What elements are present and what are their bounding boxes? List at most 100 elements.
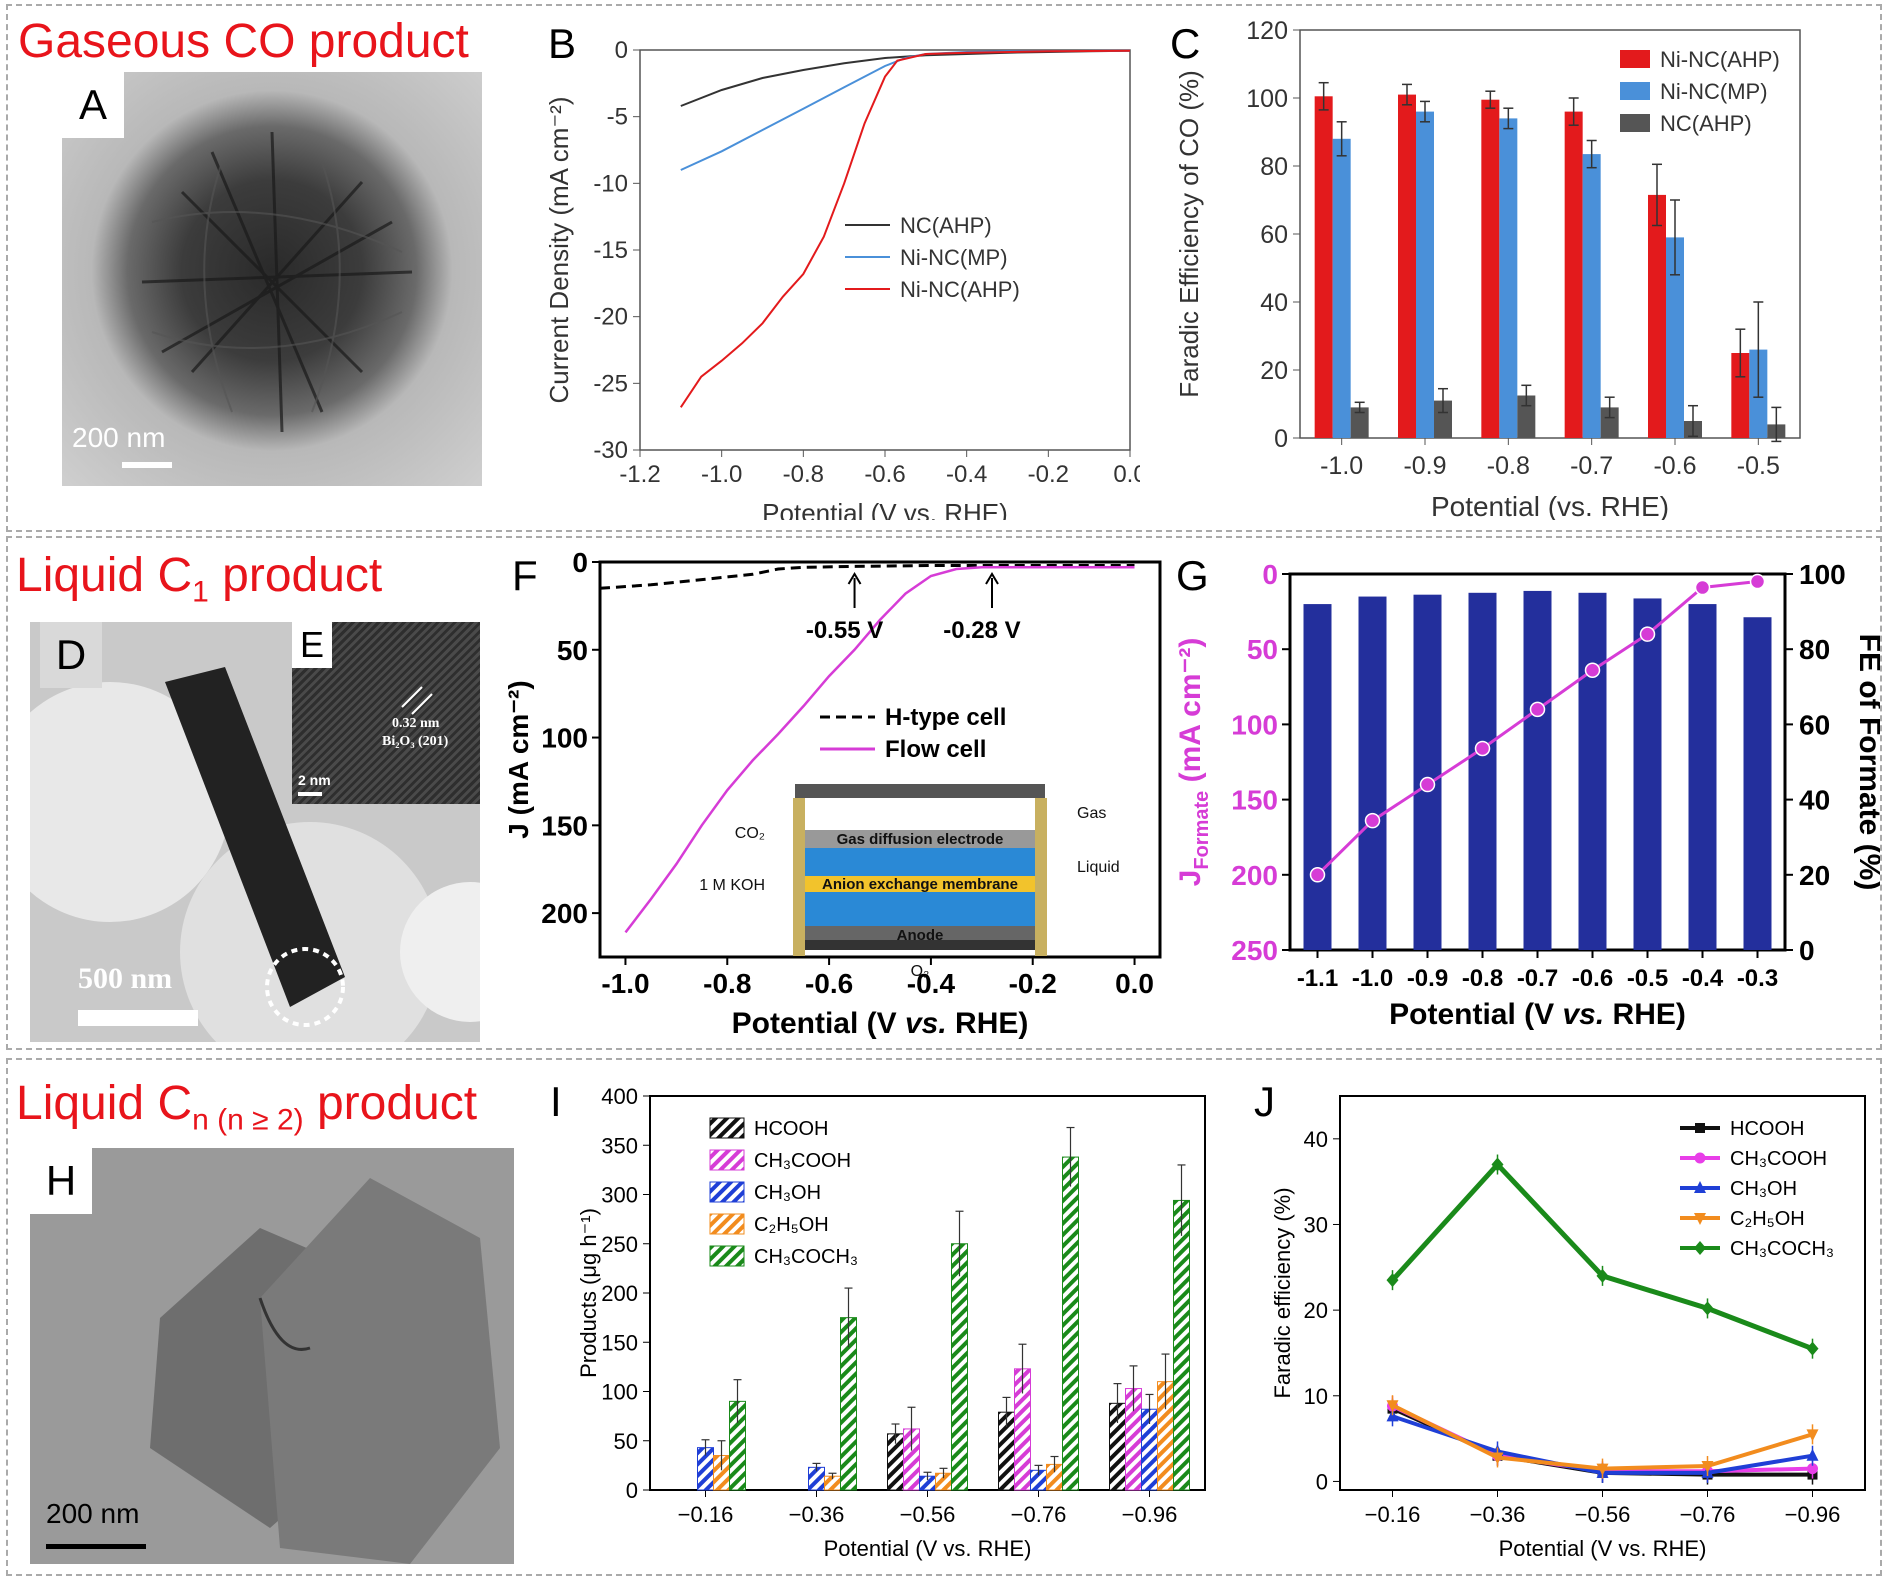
x-tick-label: -0.5 <box>1737 452 1780 480</box>
panel-letter-g: G <box>1176 552 1209 599</box>
formate-current-point <box>1364 812 1381 829</box>
bar <box>1303 604 1332 950</box>
right-y-tick-label: 60 <box>1799 709 1830 740</box>
x-axis-label: Potential (V vs. RHE) <box>1499 1536 1707 1561</box>
legend-label: CH₃OH <box>754 1182 821 1204</box>
inset-label-koh: 1 M KOH <box>699 877 765 894</box>
legend-label: CH₃COOH <box>754 1150 851 1172</box>
bar <box>1358 596 1387 950</box>
scale-bar-h <box>46 1544 146 1549</box>
left-y-tick-label: 100 <box>1231 709 1278 740</box>
x-tick-label: -1.0 <box>601 968 649 999</box>
y-tick-label: 150 <box>541 810 588 841</box>
legend-marker <box>1694 1213 1706 1225</box>
y-tick-label: 40 <box>1304 1127 1328 1152</box>
x-tick-label: -0.2 <box>1009 968 1057 999</box>
annotation-label: -0.28 V <box>943 617 1020 644</box>
y-tick-label: 10 <box>1304 1384 1328 1409</box>
inset-label-anode: Anode <box>897 927 944 944</box>
x-tick-label: -0.8 <box>1487 452 1530 480</box>
y-tick-label: -25 <box>593 370 628 397</box>
formate-current-point <box>1639 626 1656 642</box>
chart-i: 0 50 100 150 200 250 300 350 400 −0.16 −0.36 −0.56 −… <box>576 1084 1206 1561</box>
row-gaseous-frame <box>6 4 1882 532</box>
bar <box>1332 138 1351 439</box>
bar <box>1648 194 1666 438</box>
y-tick-label: 40 <box>1260 289 1288 317</box>
bar <box>1564 111 1583 438</box>
right-y-tick-label: 0 <box>1799 935 1815 966</box>
legend-label: Ni-NC(AHP) <box>900 277 1020 302</box>
plot-frame <box>598 560 1162 959</box>
right-y-tick-label: 100 <box>1799 559 1846 590</box>
micrograph-h: H 200 nm <box>30 1148 514 1564</box>
bar <box>1468 592 1497 950</box>
x-tick-label: -0.5 <box>1627 965 1668 992</box>
x-tick-label: -1.0 <box>1320 452 1363 480</box>
x-tick-label: −0.76 <box>1680 1502 1736 1527</box>
x-tick-label: −0.36 <box>1470 1502 1526 1527</box>
series-line-1 <box>624 566 1135 934</box>
annotation-label: -0.55 V <box>806 617 883 644</box>
bar <box>1578 592 1607 950</box>
x-tick-label: −0.96 <box>1785 1502 1841 1527</box>
left-y-axis-label-sub: Formate <box>1191 791 1213 870</box>
formate-current-point <box>1529 701 1546 718</box>
y-tick-label: -5 <box>607 104 628 131</box>
x-axis-label: Potential (V vs. RHE) <box>1389 998 1686 1031</box>
inset-label-liquid: Liquid <box>1077 859 1120 876</box>
inset-anode-chamber <box>805 892 1035 926</box>
bar <box>1350 407 1369 438</box>
chart-b: -1.2 -1.0 -0.8 -0.6 -0.4 -0.2 0.0 0 -5 -10 -15 -20 -… <box>544 37 1140 520</box>
formate-current-point <box>1474 740 1491 757</box>
y-axis-label: Faradic Efficiency of CO (%) <box>1174 70 1204 398</box>
data-point <box>1596 1268 1609 1283</box>
inset-label-aem: Anion exchange membrane <box>822 876 1018 893</box>
scale-bar-a <box>122 462 172 468</box>
left-y-tick-label: 0 <box>1262 559 1278 590</box>
legend-label: Ni-NC(AHP) <box>1660 47 1780 72</box>
x-tick-label: -0.9 <box>1407 965 1448 992</box>
x-tick-label: -1.2 <box>619 461 660 488</box>
legend-label: CH₃COCH₃ <box>1730 1238 1834 1260</box>
bar <box>1173 1199 1190 1491</box>
bar <box>1666 237 1684 438</box>
row-title-liquid-c1-main: Liquid C <box>16 549 193 602</box>
x-tick-label: -0.6 <box>1653 452 1696 480</box>
y-tick-label: 250 <box>601 1232 638 1257</box>
y-tick-label: 50 <box>614 1429 638 1454</box>
left-y-tick-label: 50 <box>1247 634 1278 665</box>
x-tick-label: 0.0 <box>1113 461 1140 488</box>
row-title-gaseous: Gaseous CO product <box>18 15 469 68</box>
bar <box>1499 118 1518 439</box>
y-tick-label: -20 <box>593 304 628 331</box>
x-axis-label: Potential (V vs. RHE) <box>824 1536 1032 1561</box>
y-tick-label: 0 <box>615 37 628 64</box>
panel-letter-h: H <box>30 1148 92 1214</box>
x-tick-label: −0.16 <box>678 1502 734 1527</box>
left-y-tick-label: 250 <box>1231 935 1278 966</box>
row-title-liquid-cn-sub: n (n ≥ 2) <box>192 1103 304 1137</box>
x-axis-label-tail: RHE) <box>1604 998 1686 1031</box>
legend-label: NC(AHP) <box>900 213 992 238</box>
x-tick-label: -0.7 <box>1517 965 1558 992</box>
x-axis-label: Potential (V vs. RHE) <box>732 1007 1029 1040</box>
micrograph-a-texture <box>141 131 413 433</box>
x-axis-label-main: Potential (V <box>1389 998 1562 1031</box>
y-tick-label: -10 <box>593 170 628 197</box>
legend-label: HCOOH <box>754 1118 828 1140</box>
data-point <box>1386 1409 1399 1422</box>
right-y-tick-label: 20 <box>1799 860 1830 891</box>
inset-label-gde: Gas diffusion electrode <box>837 831 1004 848</box>
x-tick-label: −0.96 <box>1122 1502 1178 1527</box>
scale-bar-e <box>298 792 322 796</box>
y-tick-label: 0 <box>626 1478 638 1503</box>
legend-label: C₂H₅OH <box>754 1214 829 1236</box>
row-title-liquid-c1-sub: 1 <box>192 575 209 609</box>
chart-g: -1.1 -1.0 -0.9 -0.8 -0.7 -0.6 -0.5 -0.4 -0.3 0 50 1… <box>1174 559 1880 1031</box>
left-y-axis-label-tail: (mA cm⁻²) <box>1174 638 1207 791</box>
row-title-liquid-cn-main: Liquid C <box>16 1077 193 1130</box>
row-liquid-c1-frame <box>6 536 1882 1050</box>
row-title-liquid-c1-tail: product <box>208 549 383 602</box>
inset-label-o2: O₂ <box>911 963 930 980</box>
